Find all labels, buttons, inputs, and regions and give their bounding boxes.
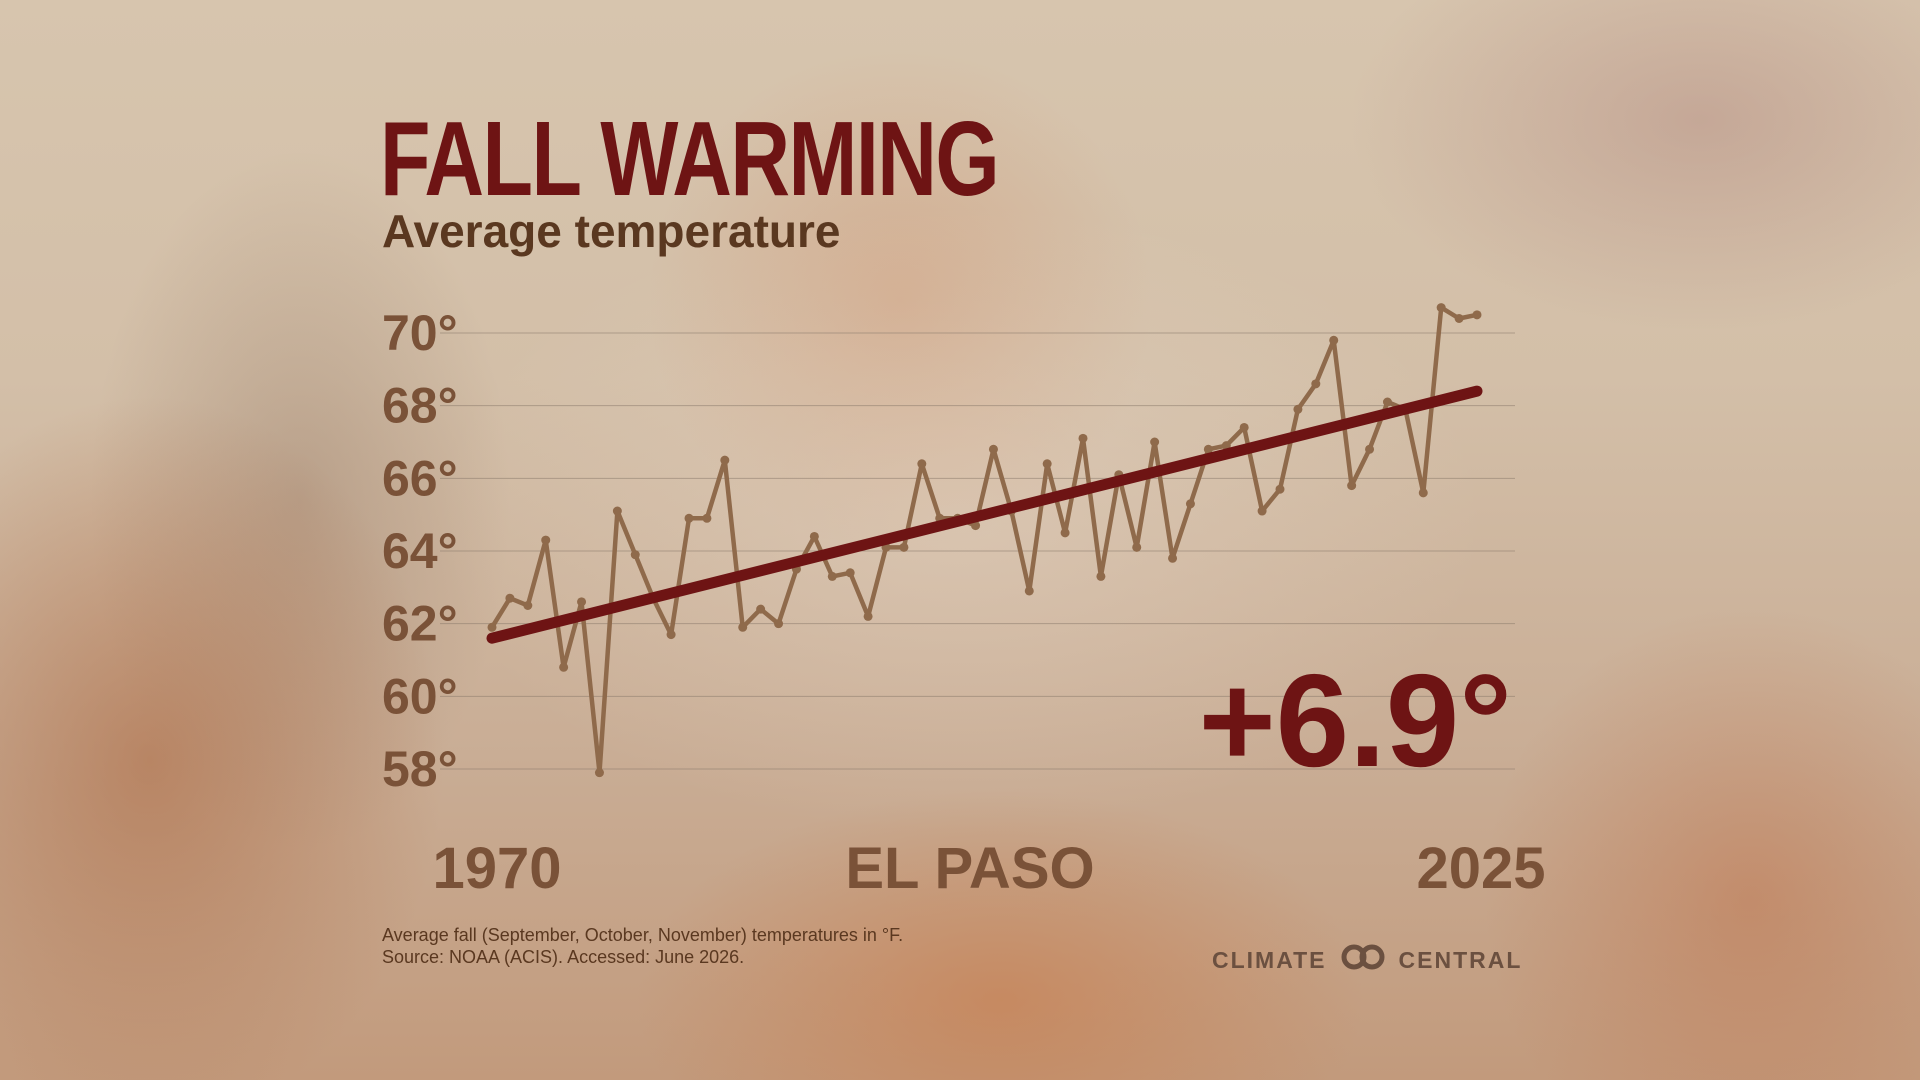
brand-name-left: CLIMATE: [1212, 946, 1327, 973]
x-axis-end-label: 2025: [1416, 836, 1545, 901]
y-axis-tick-labels: 58° 60° 62° 64° 66° 68° 70°: [382, 305, 458, 797]
data-point: [1185, 499, 1195, 509]
data-point: [559, 662, 569, 672]
data-point: [1311, 379, 1321, 389]
data-point: [1454, 313, 1464, 323]
y-tick-label: 60°: [382, 668, 458, 724]
footnote-source: Source: NOAA (ACIS). Accessed: June 2026…: [382, 947, 745, 967]
brand-name-right: CENTRAL: [1398, 946, 1523, 973]
y-tick-label: 62°: [382, 596, 458, 652]
data-point: [1096, 571, 1106, 581]
data-point: [505, 593, 515, 603]
data-series: [487, 303, 1482, 778]
data-point: [1132, 542, 1142, 552]
temperature-change-label: +6.9°: [1199, 647, 1512, 794]
data-point: [845, 568, 855, 578]
data-point: [1203, 444, 1213, 454]
trend-line: [486, 385, 1483, 644]
data-point: [1168, 553, 1178, 563]
data-point: [684, 513, 694, 523]
linked-rings-icon: [1337, 944, 1389, 976]
data-point: [1365, 444, 1375, 454]
gridlines: [440, 332, 1515, 770]
data-point: [809, 531, 819, 541]
data-point: [630, 550, 640, 560]
data-point: [774, 619, 784, 629]
data-point: [720, 455, 730, 465]
data-point: [917, 459, 927, 469]
data-point: [577, 597, 587, 607]
data-point: [1024, 586, 1034, 596]
data-point: [1436, 303, 1446, 313]
data-point: [988, 444, 998, 454]
chart-subtitle: Average temperature: [382, 205, 841, 257]
x-axis-start-label: 1970: [432, 836, 561, 901]
data-point: [1472, 310, 1482, 320]
y-tick-label: 68°: [382, 378, 458, 434]
data-point: [666, 630, 676, 640]
chart-title: FALL WARMING: [380, 100, 1000, 218]
data-point: [1150, 437, 1160, 447]
data-point: [487, 622, 497, 632]
data-point: [756, 604, 766, 614]
data-point: [1239, 422, 1249, 432]
data-point: [541, 535, 551, 545]
data-point: [594, 768, 604, 778]
y-tick-label: 66°: [382, 450, 458, 506]
data-point: [1347, 481, 1357, 491]
y-tick-label: 58°: [382, 741, 458, 797]
data-point: [899, 542, 909, 552]
data-point: [1293, 404, 1303, 414]
data-point: [1329, 335, 1339, 345]
location-label: EL PASO: [845, 836, 1094, 901]
data-point: [738, 622, 748, 632]
temperature-series-line: [489, 305, 1480, 775]
trend-layer: [486, 385, 1483, 644]
climate-central-logo: CLIMATE CENTRAL: [1212, 944, 1523, 976]
footnote-description: Average fall (September, October, Novemb…: [382, 925, 904, 945]
data-point: [702, 513, 712, 523]
data-point: [1257, 506, 1267, 516]
y-tick-label: 64°: [382, 523, 458, 579]
data-point: [1042, 459, 1052, 469]
data-point: [1418, 488, 1428, 498]
data-point: [1078, 433, 1088, 443]
data-point: [1060, 528, 1070, 538]
data-point: [523, 601, 533, 610]
data-point: [971, 521, 981, 531]
data-point: [1382, 397, 1392, 407]
footnote: Average fall (September, October, Novemb…: [382, 924, 903, 968]
data-point: [863, 611, 873, 621]
data-point: [612, 506, 622, 516]
data-point: [1275, 484, 1285, 494]
y-tick-label: 70°: [382, 305, 458, 361]
data-point: [827, 571, 837, 581]
